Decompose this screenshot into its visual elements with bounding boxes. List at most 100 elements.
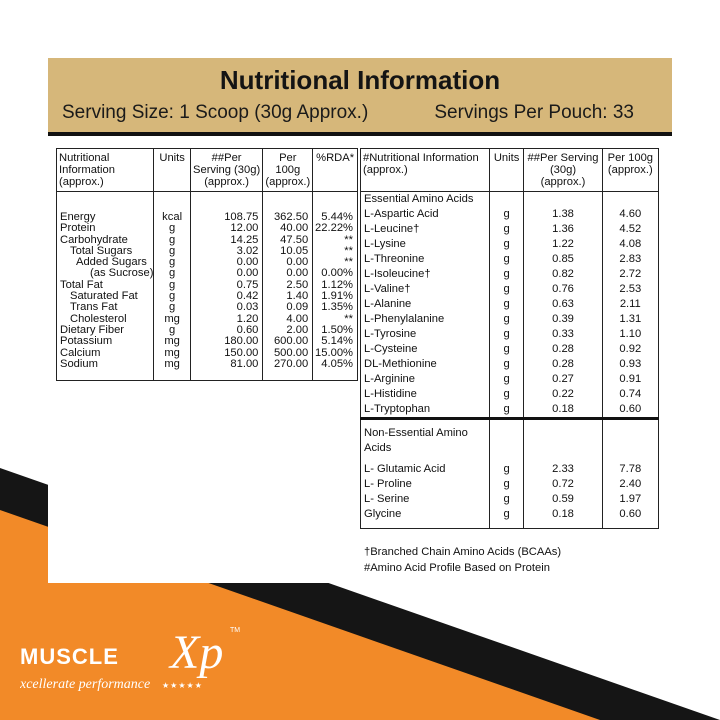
amino-row: L-Alanine g 0.63 2.11: [361, 297, 659, 312]
nutrition-row: Cholesterol mg 1.20 4.00 **: [57, 313, 358, 325]
amino-per-100g: 0.91: [601, 372, 659, 387]
amino-row: L-Isoleucine† g 0.82 2.72: [361, 267, 659, 282]
header-divider: [48, 132, 672, 136]
amino-per-serving: 0.22: [523, 387, 603, 402]
nutrient-per-100g: 500.00: [262, 347, 313, 359]
nutrient-name: Total Sugars: [70, 244, 133, 257]
nutrient-rda: 5.44%: [312, 211, 358, 224]
nutrient-unit: g: [153, 302, 191, 314]
amino-row: DL-Methionine g 0.28 0.93: [361, 357, 659, 372]
nutrient-rda: **: [312, 245, 358, 258]
nutrition-row: Potassium mg 180.00 600.00 5.14%: [57, 335, 358, 348]
amino-per-100g: 4.60: [601, 207, 659, 222]
amino-name: L-Valine†: [364, 283, 411, 295]
nutrient-unit: g: [153, 256, 191, 269]
nutrition-row: Protein g 12.00 40.00 22.22%: [57, 222, 358, 235]
panel-header: Nutritional Information Serving Size: 1 …: [48, 58, 672, 132]
nutrient-rda: **: [312, 256, 358, 269]
nutrition-row: Saturated Fat g 0.42 1.40 1.91%: [57, 290, 358, 303]
nutrient-per-serving: 0.42: [189, 290, 263, 303]
nutrient-unit: kcal: [153, 211, 191, 224]
col-header-serving: ##Per Serving (30g) (approx.): [189, 148, 263, 192]
amino-row: L-Histidine g 0.22 0.74: [361, 387, 659, 402]
nutrient-per-serving: 81.00: [189, 358, 263, 371]
nutrition-row: Calcium mg 150.00 500.00 15.00%: [57, 347, 358, 359]
nutrient-per-serving: 0.00: [189, 256, 263, 269]
amino-unit: g: [488, 477, 524, 492]
amino-name: L-Lysine: [364, 238, 406, 250]
essential-amino-rows: L-Aspartic Acid g 1.38 4.60 L-Leucine† g 1.36 4…: [361, 207, 659, 419]
amino-unit: g: [488, 342, 524, 357]
amino-col-header-units: Units: [488, 148, 524, 192]
nutrient-unit: g: [153, 290, 191, 303]
nutrition-row: Added Sugars g 0.00 0.00 **: [57, 256, 358, 269]
servings-per-pouch: Servings Per Pouch: 33: [434, 102, 634, 123]
nutrient-rda: 1.35%: [312, 302, 358, 314]
nutrition-panel: Nutritional Information Serving Size: 1 …: [48, 58, 672, 583]
nutrition-row: Dietary Fiber g 0.60 2.00 1.50%: [57, 324, 358, 337]
amino-per-100g: 1.97: [601, 492, 659, 507]
nutrient-rda: 15.00%: [312, 347, 358, 359]
nutrient-per-100g: 40.00: [262, 222, 313, 235]
nutrient-per-100g: 2.50: [262, 279, 313, 292]
nutrient-unit: g: [153, 279, 191, 292]
amino-row: L-Tryptophan g 0.18 0.60: [361, 402, 659, 419]
amino-name: L-Leucine†: [364, 223, 420, 235]
amino-per-100g: 4.08: [601, 237, 659, 252]
amino-row: L- Serine g 0.59 1.97: [361, 492, 659, 507]
amino-row: L-Aspartic Acid g 1.38 4.60: [361, 207, 659, 222]
amino-row: L- Proline g 0.72 2.40: [361, 477, 659, 492]
nutrient-per-serving: 12.00: [189, 222, 263, 235]
nutrient-unit: mg: [153, 313, 191, 325]
amino-col-header-per100: Per 100g (approx.): [601, 148, 659, 192]
amino-unit: g: [488, 327, 524, 342]
amino-unit: g: [488, 252, 524, 267]
amino-name: L-Cysteine: [364, 343, 418, 355]
col-header-name: Nutritional Information (approx.): [56, 148, 154, 192]
brand-tm: TM: [230, 627, 240, 634]
amino-unit: g: [488, 282, 524, 297]
amino-unit: g: [488, 387, 524, 402]
amino-unit: g: [488, 207, 524, 222]
amino-per-serving: 0.85: [523, 252, 603, 267]
amino-unit: g: [488, 267, 524, 282]
amino-name: L-Threonine: [364, 253, 425, 265]
amino-row: Glycine g 0.18 0.60: [361, 507, 659, 522]
amino-row: L-Cysteine g 0.28 0.92: [361, 342, 659, 357]
nutrient-name: Potassium: [60, 335, 113, 348]
nutrient-per-100g: 270.00: [262, 358, 313, 371]
amino-per-100g: 2.83: [601, 252, 659, 267]
nutrition-row: (as Sucrose) g 0.00 0.00 0.00%: [57, 268, 358, 280]
amino-name: L-Phenylalanine: [364, 313, 445, 325]
nutrient-name: Trans Fat: [70, 301, 118, 314]
amino-per-serving: 1.22: [523, 237, 603, 252]
amino-table-header: #Nutritional Information (approx.) Units…: [360, 148, 659, 192]
nutrient-name: Saturated Fat: [70, 290, 138, 303]
amino-acid-table: #Nutritional Information (approx.) Units…: [360, 148, 659, 529]
amino-per-serving: 0.63: [523, 297, 603, 312]
nutrient-per-100g: 0.00: [262, 256, 313, 269]
nutrient-per-100g: 362.50: [262, 211, 313, 224]
nutrition-table-header: Nutritional Information (approx.) Units …: [56, 148, 358, 192]
nutrition-row: Carbohydrate g 14.25 47.50 **: [57, 234, 358, 246]
nutrition-table-body: Energy kcal 108.75 362.50 5.44% Protein g 12.00…: [57, 191, 358, 381]
amino-per-100g: 4.52: [601, 222, 659, 237]
nutrient-unit: mg: [153, 335, 191, 348]
nutrient-unit: mg: [153, 347, 191, 359]
footnote-bcaa: †Branched Chain Amino Acids (BCAAs): [364, 546, 562, 558]
nutrient-per-100g: 2.00: [262, 324, 313, 337]
amino-name: L- Proline: [364, 478, 412, 490]
amino-row: L-Arginine g 0.27 0.91: [361, 372, 659, 387]
amino-per-serving: 0.39: [523, 312, 603, 327]
col-header-per100: Per 100g (approx.): [262, 148, 313, 192]
nutrient-per-serving: 0.00: [189, 268, 263, 280]
nutrient-per-100g: 600.00: [262, 335, 313, 348]
nutrient-rda: **: [312, 313, 358, 325]
nutrient-unit: mg: [153, 358, 191, 371]
brand-name: MUSCLE: [20, 644, 119, 669]
nutrient-per-serving: 180.00: [189, 335, 263, 348]
brand-mark: Xp: [168, 626, 223, 679]
nutrient-name: Added Sugars: [76, 256, 147, 269]
nutrient-unit: g: [153, 222, 191, 235]
nutrient-rda: 0.00%: [312, 268, 358, 280]
